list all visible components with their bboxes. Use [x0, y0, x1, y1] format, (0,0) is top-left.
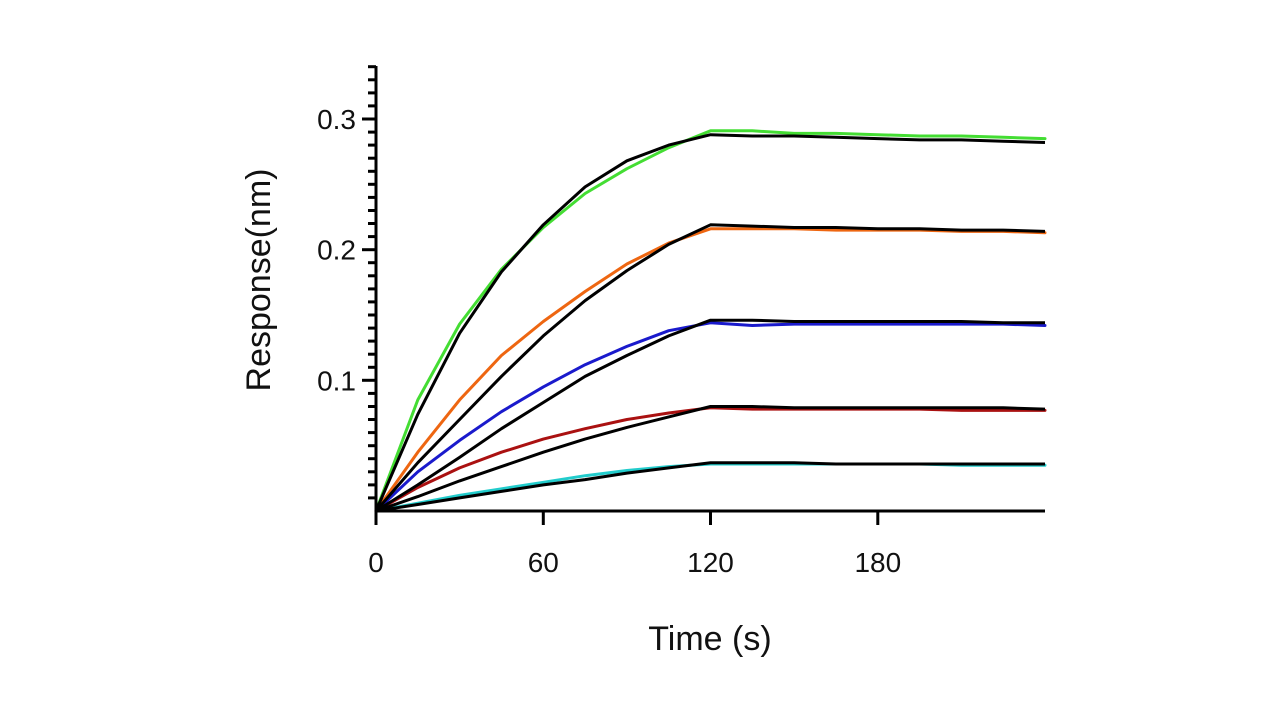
fit-line-7 — [375, 318, 1045, 513]
x-tick-label: 120 — [687, 547, 734, 578]
data-line-1 — [374, 227, 1047, 513]
y-tick-label: 0.1 — [317, 365, 356, 396]
fit-line-8 — [375, 405, 1046, 513]
y-tick-label: 0.2 — [317, 235, 356, 266]
fit-line-9 — [375, 461, 1045, 513]
data-line-4 — [374, 462, 1047, 513]
x-ticks: 0 60 120 180 — [368, 511, 901, 578]
x-axis-title: Time (s) — [648, 620, 771, 658]
data-line-0 — [374, 129, 1047, 513]
series-layer — [374, 129, 1047, 513]
x-tick-label: 60 — [528, 547, 559, 578]
y-minor-ticks — [368, 65, 376, 500]
data-line-2 — [374, 321, 1047, 513]
y-tick-label: 0.3 — [317, 104, 356, 135]
x-tick-label: 0 — [368, 547, 384, 578]
fit-line-5 — [374, 133, 1046, 512]
y-ticks: 0.1 0.2 0.3 — [317, 104, 376, 396]
x-tick-label: 180 — [854, 547, 901, 578]
y-axis-title: Response(nm) — [240, 169, 278, 392]
fit-line-6 — [374, 223, 1046, 512]
